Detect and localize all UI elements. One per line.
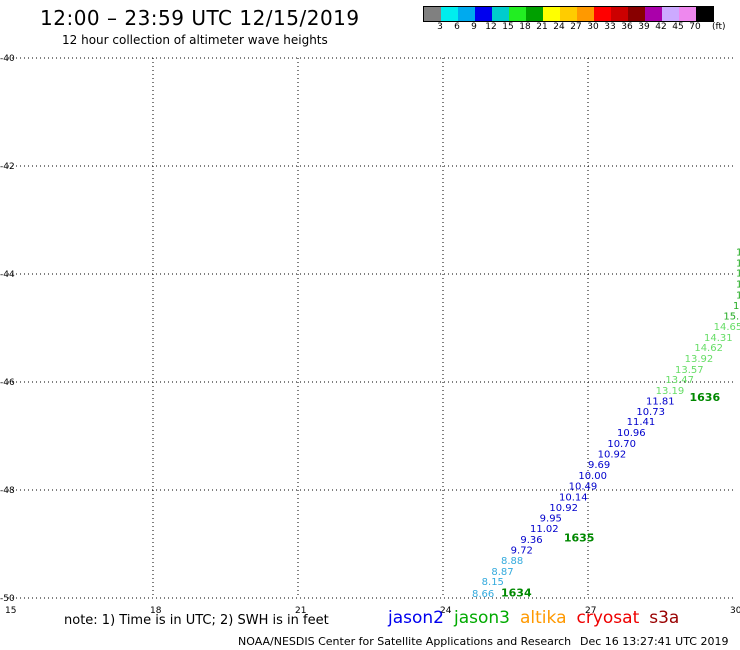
footer-date: Dec 16 13:27:41 UTC 2019: [580, 635, 729, 648]
legend-label: 18: [519, 22, 531, 32]
wave-height-value: 15.6: [736, 269, 740, 280]
wave-height-value: 10.49: [569, 481, 598, 492]
wave-height-value: 13.47: [665, 375, 694, 386]
track-number-label: 1636: [690, 391, 721, 404]
track-number-label: 1634: [501, 586, 532, 599]
x-tick-label: 24: [440, 606, 452, 616]
legend-label: 6: [454, 22, 460, 32]
legend-swatch: [492, 7, 509, 21]
map-grid: [8, 57, 733, 599]
legend-swatch: [662, 7, 679, 21]
legend-swatch: [509, 7, 526, 21]
color-legend-bar: [423, 6, 714, 22]
mission-cryosat: cryosat: [576, 608, 640, 628]
legend-swatch: [526, 7, 543, 21]
legend-label: 45: [672, 22, 684, 32]
legend-label: 12: [485, 22, 497, 32]
x-tick-label: 18: [150, 606, 162, 616]
wave-height-value: 9.36: [520, 535, 542, 546]
legend-swatch: [560, 7, 577, 21]
legend-label: 42: [655, 22, 667, 32]
legend-swatch: [611, 7, 628, 21]
wave-height-value: 11.41: [627, 417, 656, 428]
legend-label: 27: [570, 22, 582, 32]
wave-height-value: 9.69: [588, 460, 610, 471]
axis-ticks: 15 18 21 24 27 30 -40 -42 -44 -46 -48 -50: [0, 54, 740, 616]
x-tick-label: 30: [730, 606, 740, 616]
legend-swatch: [475, 7, 492, 21]
wave-height-value: 15.04: [733, 301, 740, 312]
wave-height-value: 10.73: [636, 407, 665, 418]
y-tick-label: -42: [0, 162, 15, 172]
legend-swatch: [424, 7, 441, 21]
legend-label: 39: [638, 22, 650, 32]
mission-s3a: s3a: [649, 608, 680, 628]
legend-label: 24: [553, 22, 565, 32]
wave-height-value: 11.81: [646, 397, 675, 408]
wave-height-value: 8.87: [491, 567, 513, 578]
x-tick-label: 15: [5, 606, 16, 616]
wave-height-value: 13.57: [675, 365, 704, 376]
wave-height-value: 9.95: [540, 513, 562, 524]
y-tick-label: -44: [0, 270, 15, 280]
wave-height-value: 14.65: [714, 322, 740, 333]
legend-unit: (ft): [712, 22, 726, 32]
legend-label: 36: [621, 22, 633, 32]
wave-height-value: 8.88: [501, 556, 523, 567]
wave-height-value: 15.10: [723, 311, 740, 322]
legend-label: 30: [587, 22, 599, 32]
mission-legend: jason2 jason3 altika cryosat s3a: [388, 608, 689, 628]
wave-height-value: 10.92: [549, 503, 578, 514]
wave-height-value: 10.14: [559, 492, 588, 503]
legend-label: 33: [604, 22, 616, 32]
mission-jason3: jason3: [454, 608, 510, 628]
track-number-label: 1635: [564, 531, 595, 544]
footer-note: note: 1) Time is in UTC; 2) SWH is in fe…: [64, 613, 329, 628]
mission-altika: altika: [520, 608, 567, 628]
legend-label: 9: [471, 22, 477, 32]
legend-label: 70: [689, 22, 701, 32]
x-tick-label: 21: [295, 606, 306, 616]
wave-height-value: 10.70: [607, 439, 636, 450]
mission-jason2: jason2: [388, 608, 444, 628]
legend-swatch: [645, 7, 662, 21]
wave-height-value: 13.19: [656, 386, 685, 397]
track-labels-layer: 1634 1635 1636: [501, 391, 720, 599]
legend-swatch: [543, 7, 560, 21]
observations-layer: 8.668.158.878.889.729.3611.029.9510.9210…: [472, 248, 740, 600]
wave-height-value: 16.46: [736, 290, 740, 301]
x-tick-label: 27: [585, 606, 596, 616]
wave-height-value: 14.31: [704, 333, 733, 344]
map-subtitle: 12 hour collection of altimeter wave hei…: [62, 33, 328, 47]
wave-height-value: 11.02: [530, 524, 559, 535]
y-tick-label: -40: [0, 54, 15, 64]
legend-swatch: [594, 7, 611, 21]
wave-height-value: 10.96: [617, 428, 646, 439]
legend-swatch: [458, 7, 475, 21]
footer-org: NOAA/NESDIS Center for Satellite Applica…: [238, 635, 572, 648]
wave-height-value: 8.66: [472, 589, 494, 600]
wave-height-value: 10.00: [578, 471, 607, 482]
legend-swatch: [441, 7, 458, 21]
wave-height-value: 16.: [736, 258, 740, 269]
legend-swatch: [679, 7, 696, 21]
wave-height-value: 13.92: [685, 354, 714, 365]
legend-swatch: [628, 7, 645, 21]
wave-height-value: 1: [736, 248, 740, 259]
wave-height-value: 8.15: [482, 577, 504, 588]
wave-height-value: 14.62: [694, 343, 723, 354]
y-tick-label: -46: [0, 378, 15, 388]
legend-label: 21: [536, 22, 548, 32]
legend-swatch: [696, 7, 713, 21]
legend-swatch: [577, 7, 594, 21]
wave-height-value: 10.92: [598, 450, 627, 461]
wave-height-value: 15.78: [736, 280, 740, 291]
y-tick-label: -48: [0, 486, 15, 496]
legend-label: 15: [502, 22, 514, 32]
y-tick-label: -50: [0, 594, 15, 604]
wave-height-value: 9.72: [511, 546, 533, 557]
legend-label: 3: [437, 22, 443, 32]
map-title: 12:00 – 23:59 UTC 12/15/2019: [40, 6, 360, 30]
